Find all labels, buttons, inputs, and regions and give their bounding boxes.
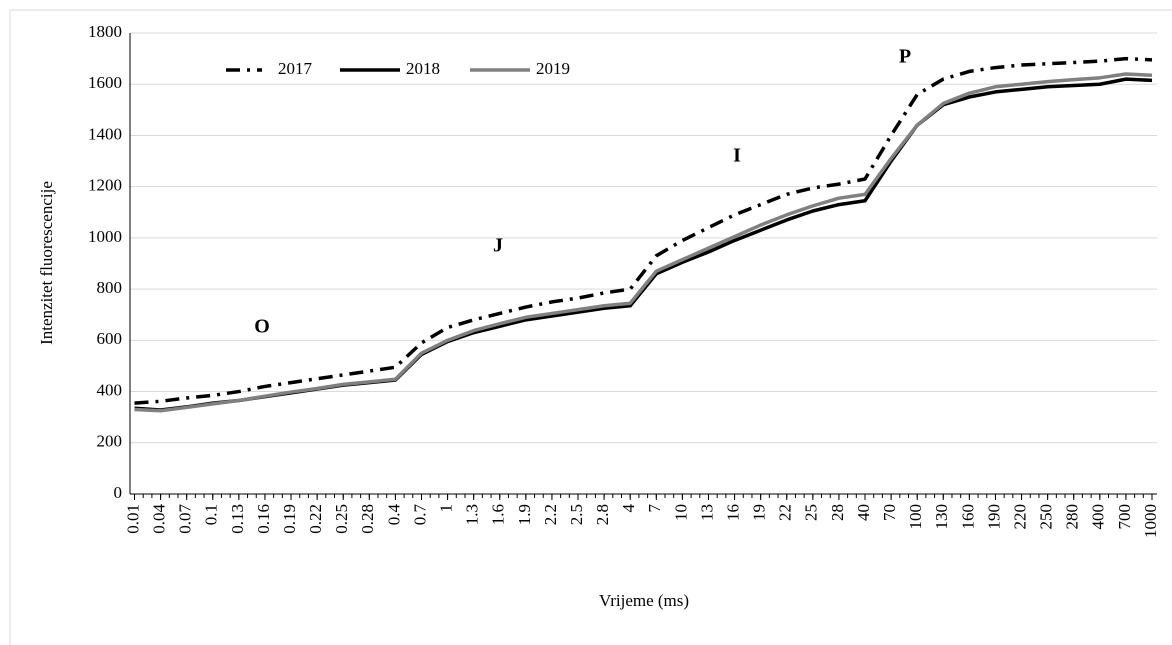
y-tick-label: 0: [114, 483, 123, 502]
x-tick-label: 0.25: [332, 504, 351, 534]
x-tick-label: 280: [1063, 504, 1082, 530]
x-tick-label: 700: [1115, 504, 1134, 530]
x-tick-label: 400: [1089, 504, 1108, 530]
x-tick-label: 1.9: [515, 504, 534, 525]
x-tick-label: 13: [697, 504, 716, 521]
x-tick-label: 16: [723, 504, 742, 521]
series-line: [134, 72, 1153, 413]
x-tick-label: 0.13: [228, 504, 247, 534]
x-tick-label: 0.7: [410, 504, 429, 526]
y-axis-label: Intenzitet fluorescencije: [37, 181, 56, 345]
y-tick-label: 600: [97, 329, 123, 348]
x-tick-label: 10: [671, 504, 690, 521]
y-tick-label: 800: [97, 278, 123, 297]
x-tick-label: 100: [906, 504, 925, 530]
x-tick-label: 19: [750, 504, 769, 521]
x-tick-label: 0.4: [384, 504, 403, 526]
x-tick-label: 0.28: [358, 504, 377, 534]
x-tick-label: 1.3: [463, 504, 482, 525]
x-tick-label: 2.2: [541, 504, 560, 525]
x-tick-label: 28: [828, 504, 847, 521]
legend-label: 2018: [406, 59, 440, 78]
x-tick-label: 4: [619, 504, 638, 513]
x-tick-label: 190: [984, 504, 1003, 530]
x-tick-label: 0.01: [123, 504, 142, 534]
x-tick-label: 0.1: [202, 504, 221, 525]
annotation: O: [254, 316, 270, 338]
x-tick-label: 220: [1010, 504, 1029, 530]
legend-label: 2019: [536, 59, 570, 78]
x-tick-label: 70: [880, 504, 899, 521]
x-tick-label: 1: [436, 504, 455, 513]
y-tick-label: 1000: [88, 227, 122, 246]
x-tick-label: 7: [645, 504, 664, 513]
x-tick-label: 0.22: [306, 504, 325, 534]
y-tick-label: 1800: [88, 22, 122, 41]
x-tick-label: 22: [776, 504, 795, 521]
series-line: [134, 77, 1153, 412]
x-axis-label: Vrijeme (ms): [599, 591, 689, 610]
chart-frame: [9, 9, 1172, 645]
x-tick-label: 130: [932, 504, 951, 530]
x-tick-label: 1.6: [489, 504, 508, 525]
x-tick-label: 25: [802, 504, 821, 521]
x-tick-label: 2.5: [567, 504, 586, 525]
y-tick-label: 1600: [88, 73, 122, 92]
x-tick-label: 0.19: [280, 504, 299, 534]
annotation: J: [493, 235, 503, 257]
y-tick-label: 400: [97, 380, 123, 399]
x-tick-label: 0.16: [254, 504, 273, 534]
x-tick-label: 40: [854, 504, 873, 521]
y-tick-label: 1400: [88, 124, 122, 143]
series-line: [134, 56, 1153, 405]
x-tick-label: 160: [958, 504, 977, 530]
x-tick-label: 1000: [1141, 504, 1160, 538]
x-tick-label: 250: [1037, 504, 1056, 530]
x-tick-label: 2.8: [593, 504, 612, 525]
x-tick-label: 0.07: [176, 504, 195, 534]
legend-label: 2017: [278, 59, 313, 78]
annotation: P: [899, 46, 911, 68]
y-tick-label: 1200: [88, 176, 122, 195]
y-tick-label: 200: [97, 432, 123, 451]
annotation: I: [733, 145, 741, 167]
x-tick-label: 0.04: [149, 504, 168, 534]
